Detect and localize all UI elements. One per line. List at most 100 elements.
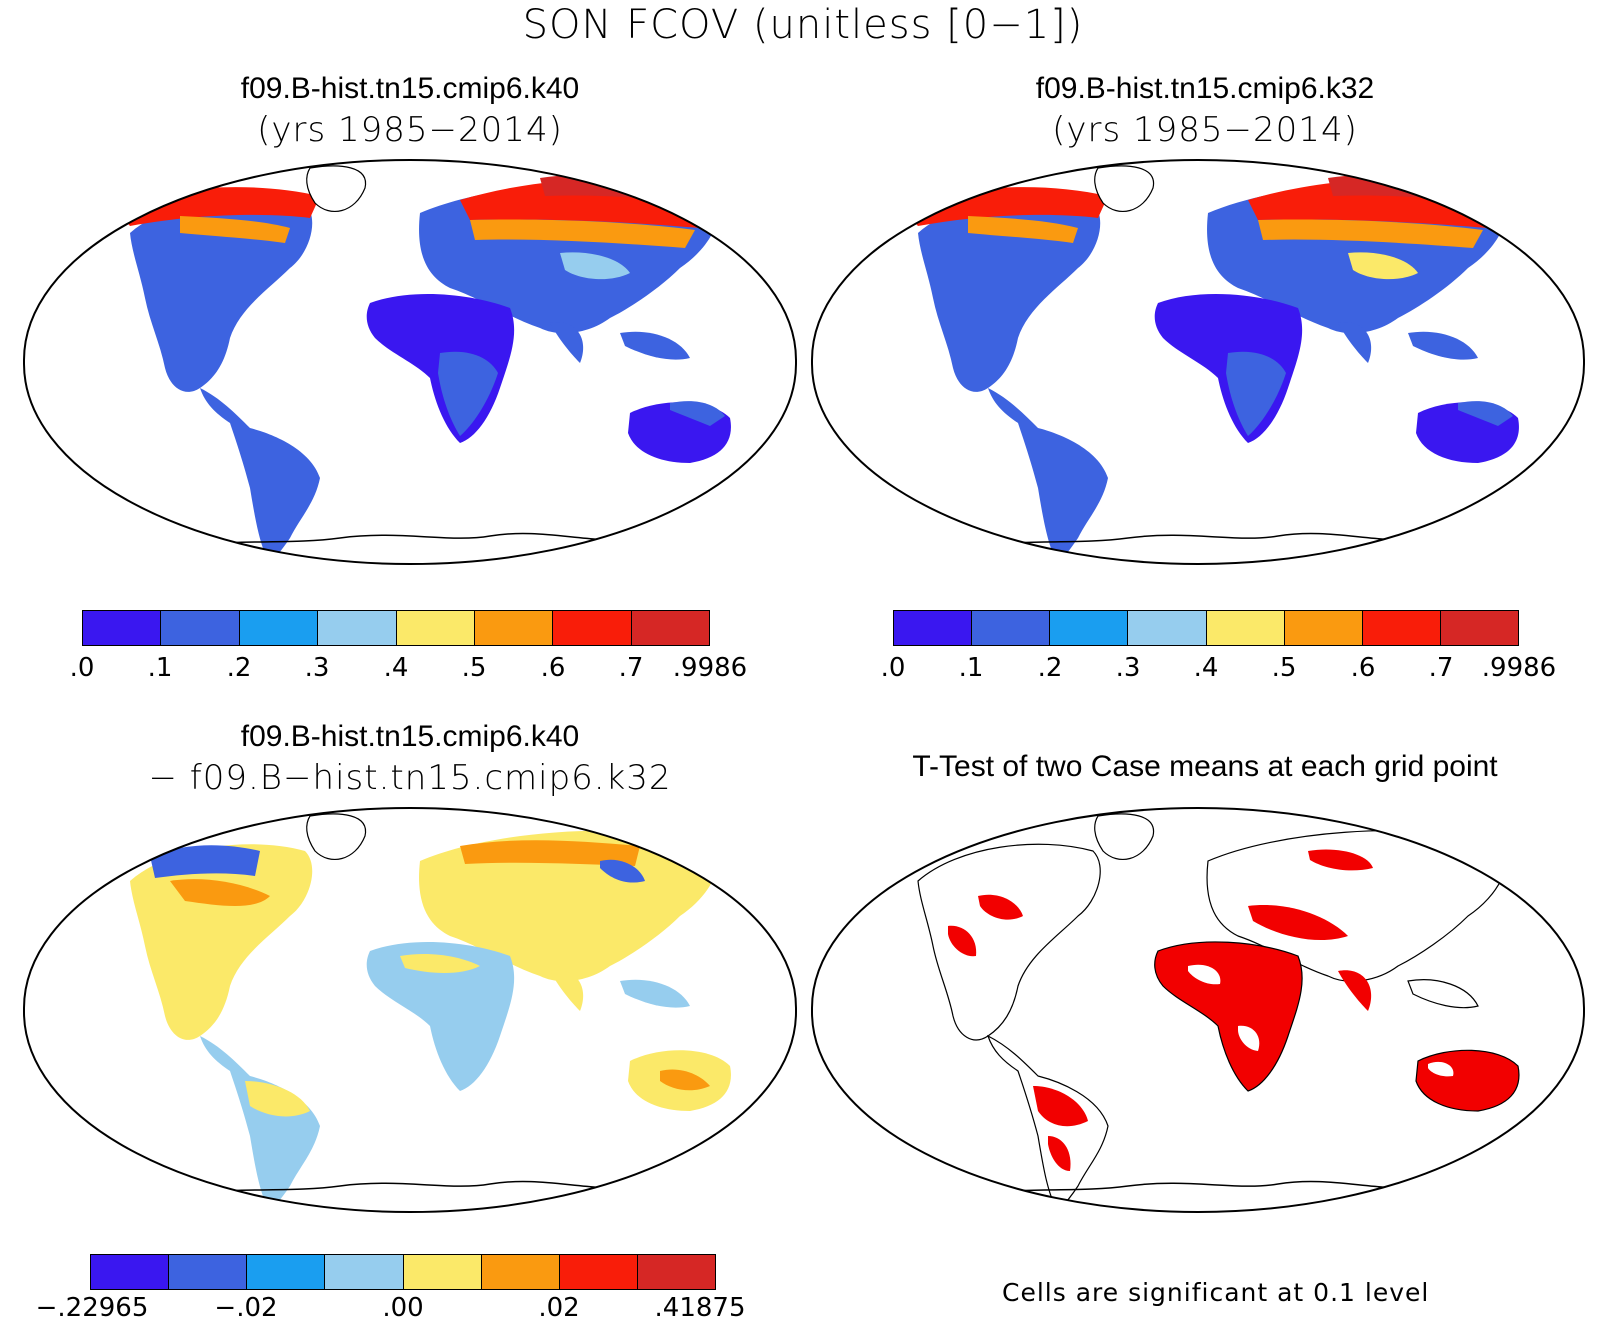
colorbar-tick-label: .3 [1115,653,1141,683]
map-frame [23,159,797,565]
colorbar-top-left [82,610,710,646]
colorbar-swatch [1284,611,1363,645]
eurasia-orange-patch [460,840,640,866]
india-significant [1338,970,1372,1011]
panel-top-right-title: f09.B-hist.tn15.cmip6.k32 [1035,72,1375,105]
non-significant-gap [1238,1025,1260,1051]
panel-bottom-right-title: T-Test of two Case means at each grid po… [912,750,1498,783]
greenland-outline [1094,813,1155,860]
greenland-land [306,165,367,212]
colorbar-tick-label: .41875 [654,1293,746,1323]
non-significant-gap [1188,964,1221,985]
colorbar-swatch [637,1255,715,1289]
colorbar-swatch [169,1255,248,1289]
colorbar-swatch [403,1255,482,1289]
colorbar-tick-label: .7 [618,653,644,683]
north-america-land [130,196,313,392]
colorbar-tick-label: −.22965 [35,1293,149,1323]
greenland-land [306,813,367,860]
map-bottom-left [23,807,797,1213]
colorbar-swatch [325,1255,404,1289]
significant-cells [1248,905,1348,941]
colorbar-tick-label: .0 [880,653,906,683]
central-asia-light [560,252,630,280]
colorbar-tick-label: .4 [1193,653,1219,683]
colorbar-swatch [239,611,319,645]
significance-note: Cells are significant at 0.1 level [1002,1278,1430,1307]
non-significant-gap [1428,1061,1454,1077]
north-america-land [130,844,313,1040]
colorbar-top-right [893,610,1519,646]
amazon-yellow [245,1081,310,1117]
south-america-outline [986,1034,1109,1212]
significant-cells [1048,1136,1071,1171]
colorbar-tick-label: .6 [540,653,566,683]
colorbar-swatch [474,611,554,645]
colorbar-swatch [83,611,162,645]
se-asia-land [620,979,690,1008]
colorbar-tick-label: .2 [1037,653,1063,683]
colorbar-swatch [1362,611,1441,645]
colorbar-tick-label: .3 [304,653,330,683]
colorbar-swatch [1206,611,1285,645]
colorbar-swatch [559,1255,638,1289]
colorbar-swatch [1128,611,1207,645]
south-america-land [988,388,1108,563]
north-america-outline [917,843,1101,1041]
se-asia-land [620,331,690,360]
colorbar-tick-label: −.02 [214,1293,278,1323]
panel-bottom-left-title: f09.B-hist.tn15.cmip6.k40 [240,720,580,753]
central-asia-yellow [1348,252,1418,280]
map-frame [23,807,797,1213]
colorbar-tick-label: .5 [1271,653,1297,683]
colorbar-swatch [553,611,632,645]
colorbar-swatch [91,1255,170,1289]
south-america-land [200,1036,320,1211]
colorbar-tick-label: .0 [69,653,95,683]
panel-bottom-left-subtitle: − f09.B−hist.tn15.cmip6.k32 [148,758,672,798]
panel-top-left-title: f09.B-hist.tn15.cmip6.k40 [240,72,580,105]
colorbar-bottom-left [90,1254,716,1290]
colorbar-tick-label: .1 [147,653,173,683]
map-frame [811,159,1585,565]
map-top-left [23,159,797,565]
colorbar-tick-label: .00 [382,1293,424,1323]
significant-cells [1033,1086,1088,1127]
colorbar-tick-label: .02 [538,1293,580,1323]
colorbar-tick-label: .4 [383,653,409,683]
australia-east [1458,401,1513,426]
colorbar-tick-label: .9986 [672,653,748,683]
colorbar-tick-label: .5 [461,653,487,683]
significant-cells [978,894,1023,920]
eurasia-orange-band [470,219,695,248]
canada-blue-patch [150,845,260,878]
colorbar-swatch [161,611,240,645]
colorbar-tick-label: .1 [958,653,984,683]
colorbar-swatch [247,1255,326,1289]
significant-cells [948,925,977,957]
sahara-yellow [400,954,480,973]
southern-africa [1226,351,1286,436]
boreal-orange-band [180,216,290,243]
colorbar-swatch [1440,611,1518,645]
colorbar-swatch [972,611,1051,645]
colorbar-swatch [396,611,475,645]
colorbar-swatch [894,611,973,645]
figure-title: SON FCOV (unitless [0−1]) [522,2,1084,48]
canada-orange-patch [170,879,270,906]
south-america-land [200,388,320,563]
significant-cells [1308,849,1373,871]
colorbar-tick-label: .2 [226,653,252,683]
greenland-land [1094,165,1155,212]
colorbar-swatch [631,611,709,645]
colorbar-tick-label: .7 [1428,653,1454,683]
eurasia-land [419,830,719,982]
map-bottom-right [811,807,1585,1213]
siberia-blue-patch [600,859,645,883]
india-land [550,322,584,363]
map-top-right [811,159,1585,565]
colorbar-swatch [318,611,397,645]
australia-significant [1415,1049,1520,1112]
se-asia-land [1408,331,1478,360]
colorbar-tick-label: .9986 [1481,653,1557,683]
